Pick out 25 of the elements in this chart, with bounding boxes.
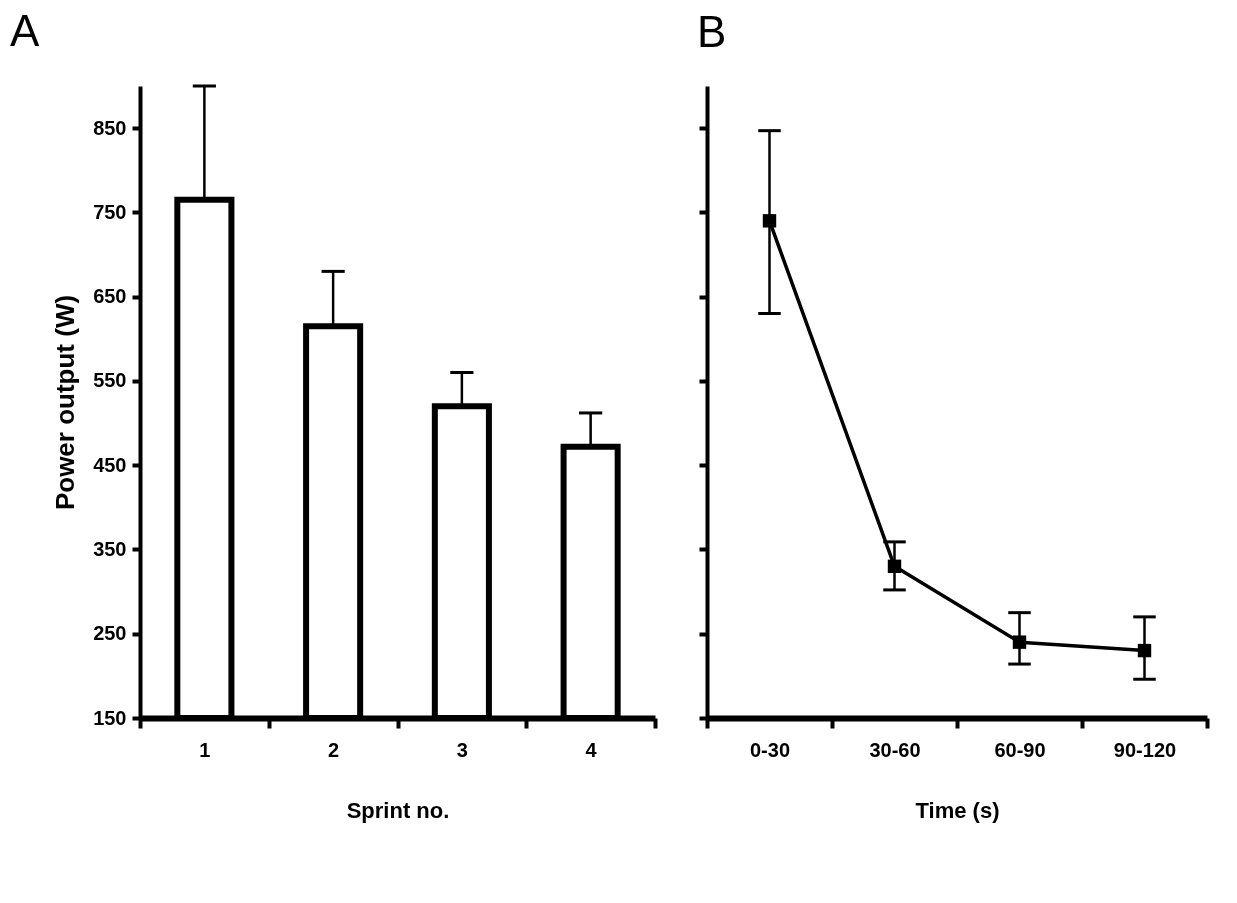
chart-title: B bbox=[697, 7, 727, 56]
y-tick-label: 850 bbox=[93, 116, 127, 139]
x-tick-label: 90-120 bbox=[1113, 738, 1177, 761]
x-tick-label: 60-90 bbox=[994, 738, 1046, 761]
y-tick-label: 350 bbox=[93, 537, 127, 560]
x-axis-title: Sprint no. bbox=[346, 797, 450, 823]
point bbox=[1012, 635, 1027, 649]
y-tick-label: 750 bbox=[93, 200, 127, 223]
y-tick-label: 650 bbox=[93, 285, 127, 308]
y-tick-label: 150 bbox=[93, 706, 127, 729]
y-axis-title: Power output (W) bbox=[50, 294, 81, 511]
y-tick-label: 550 bbox=[93, 369, 127, 392]
x-axis-title: Time (s) bbox=[915, 797, 1000, 823]
x-tick-label: 3 bbox=[456, 738, 468, 761]
x-tick-label: 2 bbox=[328, 738, 340, 761]
y-tick-label: 250 bbox=[93, 622, 127, 645]
y-tick-label: 450 bbox=[93, 453, 127, 476]
x-tick-label: 30-60 bbox=[869, 738, 921, 761]
x-tick-label: 4 bbox=[585, 738, 598, 761]
point bbox=[887, 559, 902, 574]
point bbox=[762, 214, 777, 228]
x-tick-label: 1 bbox=[199, 738, 211, 761]
x-tick-label: 0-30 bbox=[749, 738, 791, 761]
chart-title: A bbox=[10, 5, 40, 55]
point bbox=[1137, 643, 1152, 658]
